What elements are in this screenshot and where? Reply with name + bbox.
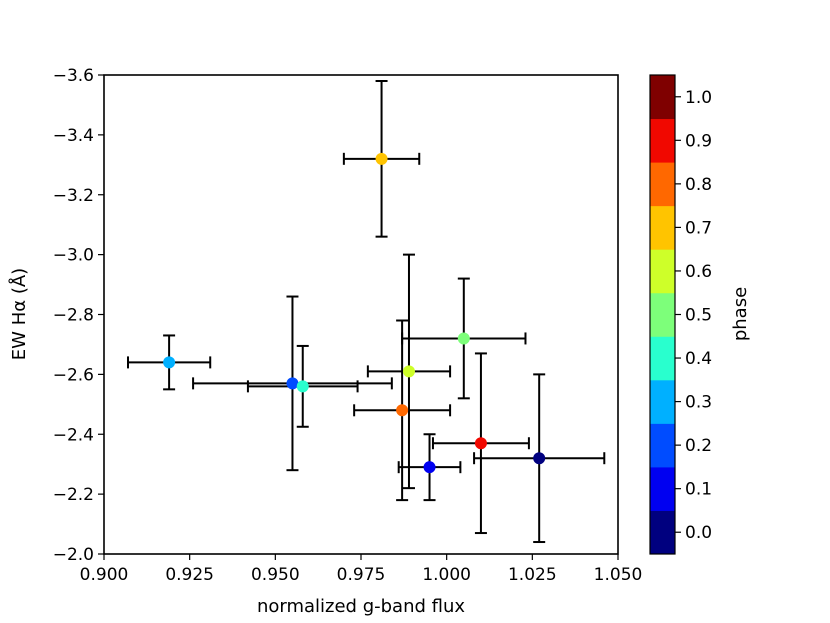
y-axis-label: EW Hα (Å): [8, 268, 30, 360]
data-point: [163, 356, 176, 369]
x-axis-ticks: 0.900 0.925 0.950 0.975 1.000 1.025 1.050: [80, 554, 643, 585]
x-axis-label: normalized g-band flux: [257, 596, 465, 617]
colorbar-tick-label: 0.2: [685, 436, 712, 456]
colorbar-tick-label: 1.0: [685, 88, 712, 108]
x-tick-label: 0.950: [251, 565, 300, 585]
colorbar-label: phase: [730, 287, 751, 341]
data-point: [457, 332, 470, 345]
data-point: [375, 152, 388, 165]
colorbar-segment: [650, 205, 675, 250]
y-tick-label: −3.2: [53, 186, 94, 206]
colorbar-segment: [650, 379, 675, 424]
colorbar-tick-label: 0.0: [685, 523, 712, 543]
colorbar-tick-label: 0.1: [685, 480, 712, 500]
colorbar-segment: [650, 75, 675, 120]
data-point: [402, 365, 415, 378]
x-tick-label: 0.900: [80, 565, 129, 585]
data-point: [533, 452, 546, 465]
colorbar-segment: [650, 162, 675, 207]
colorbar-segment: [650, 466, 675, 511]
colorbar-segment: [650, 249, 675, 294]
colorbar-segment: [650, 336, 675, 381]
x-tick-label: 1.000: [422, 565, 471, 585]
y-tick-label: −2.2: [53, 485, 94, 505]
colorbar-tick-label: 0.8: [685, 175, 712, 195]
colorbar-tick-label: 0.9: [685, 131, 712, 151]
colorbar-tick-label: 0.3: [685, 393, 712, 413]
y-tick-label: −2.8: [53, 306, 94, 326]
x-tick-label: 0.975: [337, 565, 386, 585]
y-tick-label: −3.4: [53, 126, 94, 146]
y-tick-label: −2.0: [53, 545, 94, 565]
data-point: [474, 437, 487, 450]
plot-frame: [103, 74, 619, 555]
colorbar-tick-label: 0.5: [685, 306, 712, 326]
colorbar-segment: [650, 423, 675, 468]
x-tick-label: 1.050: [594, 565, 643, 585]
x-tick-label: 0.925: [165, 565, 214, 585]
colorbar-tick-label: 0.4: [685, 349, 712, 369]
x-tick-label: 1.025: [508, 565, 557, 585]
colorbar-segment: [650, 292, 675, 337]
error-bars: [126, 79, 606, 544]
data-point: [286, 377, 299, 390]
colorbar-segment: [650, 510, 675, 555]
y-tick-label: −2.4: [53, 425, 94, 445]
data-point: [423, 461, 436, 474]
y-axis-ticks: −2.0 −2.2 −2.4 −2.6 −2.8 −3.0 −3.2 −3.4 −3.6: [53, 66, 104, 565]
colorbar-segment: [650, 118, 675, 163]
data-point: [296, 380, 309, 393]
y-tick-label: −3.6: [53, 66, 94, 86]
y-tick-label: −2.6: [53, 365, 94, 385]
data-points: [163, 152, 546, 474]
colorbar-tick-label: 0.7: [685, 218, 712, 238]
y-tick-label: −3.0: [53, 246, 94, 266]
colorbar: [650, 75, 675, 555]
colorbar-tick-label: 0.6: [685, 262, 712, 282]
data-point: [396, 404, 409, 417]
colorbar-ticks: 0.0 0.1 0.2 0.3 0.4 0.5 0.6 0.7 0.8 0.9 1.0: [675, 88, 712, 543]
